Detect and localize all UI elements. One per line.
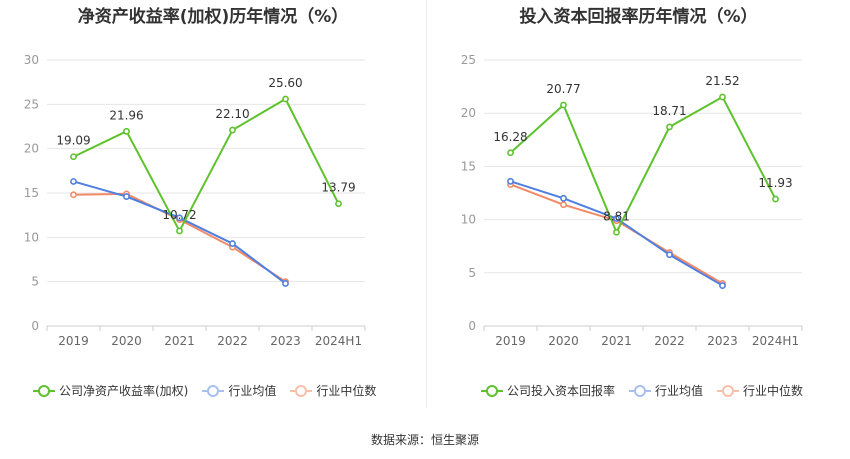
x-tick-label-roe: 2022: [217, 334, 248, 348]
x-tick-label-roe: 2020: [111, 334, 142, 348]
data-point-roic-1: [613, 215, 620, 222]
data-point-roic-1: [666, 251, 673, 259]
y-tick-label-roic: 20: [461, 106, 476, 120]
data-point-roe-0: [282, 95, 289, 103]
x-tick-label-roic: 2021: [601, 334, 632, 348]
legend-item-industry-median-roe[interactable]: 行业中位数: [290, 382, 376, 399]
data-point-roe-0: [229, 126, 236, 134]
x-tick-label-roic: 2023: [707, 334, 738, 348]
data-label-roic: 20.77: [546, 82, 580, 96]
x-tick-label-roe: 2024H1: [315, 334, 362, 348]
legend-line-icon: [481, 384, 503, 398]
data-point-roic-0: [666, 123, 673, 131]
y-tick-label-roe: 30: [24, 53, 39, 67]
legend-line-icon: [202, 384, 225, 398]
data-label-roe: 19.09: [56, 134, 90, 148]
data-point-roe-1: [176, 214, 183, 222]
legend-line-icon: [717, 384, 740, 398]
chart-title-roe: 净资产收益率(加权)历年情况（%）: [77, 7, 349, 27]
x-tick-label-roic: 2024H1: [752, 334, 799, 348]
data-point-roe-0: [335, 200, 342, 208]
legend-label-industry-average-roic: 行业均值: [655, 384, 704, 398]
data-point-roe-1: [282, 280, 289, 287]
data-point-roic-2: [560, 201, 567, 209]
data-label-roe: 13.79: [321, 181, 355, 195]
y-tick-label-roic: 0: [468, 319, 476, 333]
legend-item-company-roic[interactable]: 公司投入资本回报率: [481, 382, 615, 399]
data-point-roe-0: [176, 227, 183, 235]
data-label-roic: 8.81: [603, 209, 630, 223]
legend-line-icon: [629, 384, 652, 398]
x-tick-label-roic: 2019: [495, 334, 526, 348]
y-tick-label-roe: 10: [24, 230, 39, 244]
y-tick-label-roe: 20: [24, 142, 39, 156]
data-source-note: 数据来源：恒生聚源: [370, 433, 479, 447]
data-point-roic-0: [560, 101, 567, 109]
legend-item-industry-average-roic[interactable]: 行业均值: [629, 382, 703, 399]
legend-label-industry-average-roe: 行业均值: [228, 384, 277, 398]
data-label-roic: 18.71: [652, 104, 686, 118]
legend-label-company-roe: 公司净资产收益率(加权): [59, 384, 189, 398]
y-tick-label-roic: 25: [461, 53, 476, 67]
data-label-roic: 11.93: [758, 176, 792, 190]
data-point-roic-0: [772, 195, 779, 203]
x-tick-label-roe: 2021: [164, 334, 195, 348]
x-tick-label-roe: 2019: [58, 334, 89, 348]
data-point-roic-0: [613, 228, 620, 236]
data-point-roic-0: [719, 93, 726, 101]
legend-roe: 公司净资产收益率(加权) 行业均值 行业中位数: [33, 382, 390, 399]
data-label-roe: 21.96: [109, 108, 143, 122]
legend-item-industry-average-roe[interactable]: 行业均值: [202, 382, 276, 399]
series-line-roe-0: [73, 98, 340, 232]
data-point-roic-0: [507, 149, 514, 157]
data-point-roe-1: [229, 240, 236, 247]
legend-line-icon: [290, 384, 313, 398]
data-label-roe: 22.10: [215, 107, 249, 121]
data-point-roe-0: [123, 127, 130, 135]
legend-item-company-roe[interactable]: 公司净资产收益率(加权): [33, 382, 188, 399]
y-tick-label-roe: 0: [31, 319, 39, 333]
data-point-roe-1: [123, 193, 130, 200]
data-point-roic-1: [507, 177, 514, 185]
data-label-roic: 16.28: [493, 130, 527, 144]
data-point-roic-1: [560, 194, 567, 202]
x-tick-label-roic: 2020: [548, 334, 579, 348]
legend-item-industry-median-roic[interactable]: 行业中位数: [717, 382, 803, 399]
data-label-roe: 25.60: [268, 76, 302, 90]
series-line-roic-0: [509, 96, 777, 234]
legend-roic: 公司投入资本回报率 行业均值 行业中位数: [481, 382, 817, 399]
data-point-roe-1: [70, 178, 77, 185]
y-tick-label-roe: 15: [24, 186, 39, 200]
y-tick-label-roe: 5: [31, 275, 39, 289]
y-tick-label-roic: 15: [461, 159, 476, 173]
legend-line-icon: [33, 384, 55, 398]
x-tick-label-roe: 2023: [270, 334, 301, 348]
y-tick-label-roic: 5: [468, 266, 476, 280]
y-tick-label-roe: 25: [24, 97, 39, 111]
legend-label-industry-median-roic: 行业中位数: [743, 384, 804, 398]
data-point-roe-0: [70, 153, 77, 161]
legend-label-industry-median-roe: 行业中位数: [316, 384, 377, 398]
chart-title-roic: 投入资本回报率历年情况（%）: [519, 7, 758, 27]
x-tick-label-roic: 2022: [654, 334, 685, 348]
data-point-roic-1: [719, 282, 726, 289]
y-tick-label-roic: 10: [461, 213, 476, 227]
data-label-roic: 21.52: [705, 74, 739, 88]
data-point-roe-2: [70, 191, 77, 199]
data-label-roe: 10.72: [162, 208, 196, 222]
legend-label-company-roic: 公司投入资本回报率: [507, 384, 616, 398]
panel-divider: [426, 0, 427, 408]
